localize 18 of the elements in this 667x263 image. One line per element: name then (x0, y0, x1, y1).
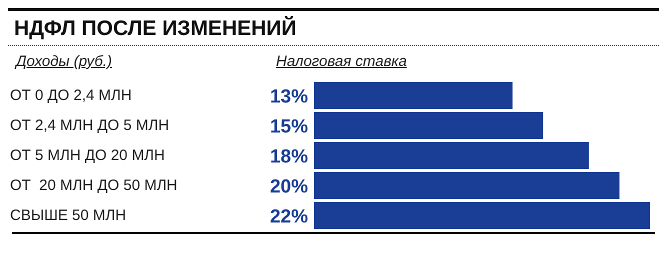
data-label: 13% (270, 86, 308, 108)
y-tick-label: ОТ 5 МЛН ДО 20 МЛН (10, 147, 165, 164)
x-axis-title: Налоговая ставка (276, 53, 407, 70)
chart-title: НДФЛ ПОСЛЕ ИЗМЕНЕНИЙ (8, 8, 659, 46)
y-tick-label: ОТ 20 МЛН ДО 50 МЛН (10, 177, 178, 194)
bar (314, 112, 544, 139)
y-tick-label: ОТ 2,4 МЛН ДО 5 МЛН (10, 117, 170, 134)
bar (314, 172, 620, 199)
data-label: 22% (270, 206, 308, 228)
bar (314, 202, 650, 229)
bar (314, 142, 589, 169)
data-label: 15% (270, 116, 308, 138)
data-label: 18% (270, 146, 308, 168)
data-label: 20% (270, 176, 308, 198)
y-tick-label: ОТ 0 ДО 2,4 МЛН (10, 87, 132, 104)
bar (314, 82, 513, 109)
y-tick-label: СВЫШЕ 50 МЛН (10, 207, 126, 224)
y-axis-title: Доходы (руб.) (16, 53, 112, 70)
